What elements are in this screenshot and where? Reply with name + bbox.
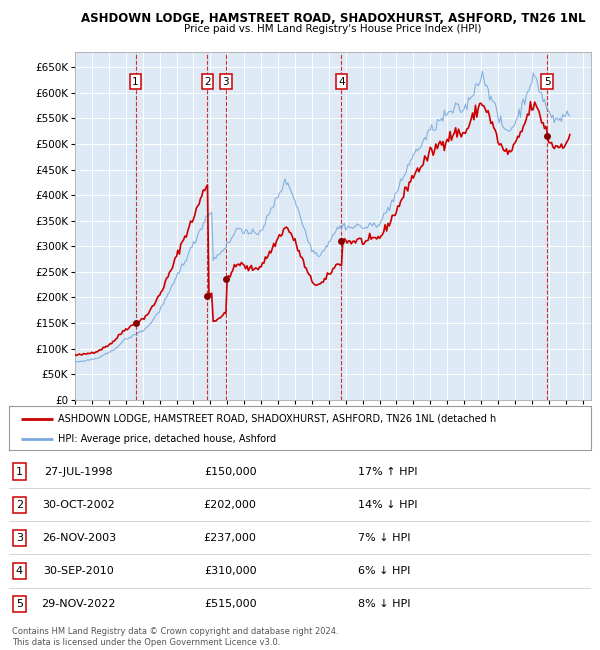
Text: ASHDOWN LODGE, HAMSTREET ROAD, SHADOXHURST, ASHFORD, TN26 1NL (detached h: ASHDOWN LODGE, HAMSTREET ROAD, SHADOXHUR…: [58, 413, 497, 424]
Text: 3: 3: [16, 533, 23, 543]
Text: 30-SEP-2010: 30-SEP-2010: [43, 566, 114, 576]
Text: 1: 1: [16, 467, 23, 476]
Text: 29-NOV-2022: 29-NOV-2022: [41, 599, 116, 609]
Text: £310,000: £310,000: [204, 566, 256, 576]
Text: 4: 4: [338, 77, 345, 86]
Text: £202,000: £202,000: [204, 500, 257, 510]
Text: £515,000: £515,000: [204, 599, 256, 609]
Text: 1: 1: [132, 77, 139, 86]
Text: 5: 5: [544, 77, 551, 86]
Text: Contains HM Land Registry data © Crown copyright and database right 2024.
This d: Contains HM Land Registry data © Crown c…: [12, 627, 338, 647]
Text: 5: 5: [16, 599, 23, 609]
Text: Price paid vs. HM Land Registry's House Price Index (HPI): Price paid vs. HM Land Registry's House …: [184, 24, 482, 34]
Text: ASHDOWN LODGE, HAMSTREET ROAD, SHADOXHURST, ASHFORD, TN26 1NL: ASHDOWN LODGE, HAMSTREET ROAD, SHADOXHUR…: [81, 12, 585, 25]
Text: £237,000: £237,000: [204, 533, 257, 543]
Text: 17% ↑ HPI: 17% ↑ HPI: [358, 467, 418, 476]
Text: 6% ↓ HPI: 6% ↓ HPI: [358, 566, 410, 576]
Text: 2: 2: [16, 500, 23, 510]
Text: 7% ↓ HPI: 7% ↓ HPI: [358, 533, 410, 543]
Text: 26-NOV-2003: 26-NOV-2003: [42, 533, 116, 543]
Text: 14% ↓ HPI: 14% ↓ HPI: [358, 500, 418, 510]
Text: 27-JUL-1998: 27-JUL-1998: [44, 467, 113, 476]
Text: HPI: Average price, detached house, Ashford: HPI: Average price, detached house, Ashf…: [58, 434, 277, 445]
Text: 8% ↓ HPI: 8% ↓ HPI: [358, 599, 410, 609]
Text: 2: 2: [204, 77, 211, 86]
Text: 30-OCT-2002: 30-OCT-2002: [43, 500, 115, 510]
Text: £150,000: £150,000: [204, 467, 256, 476]
Text: 4: 4: [16, 566, 23, 576]
Text: 3: 3: [223, 77, 229, 86]
